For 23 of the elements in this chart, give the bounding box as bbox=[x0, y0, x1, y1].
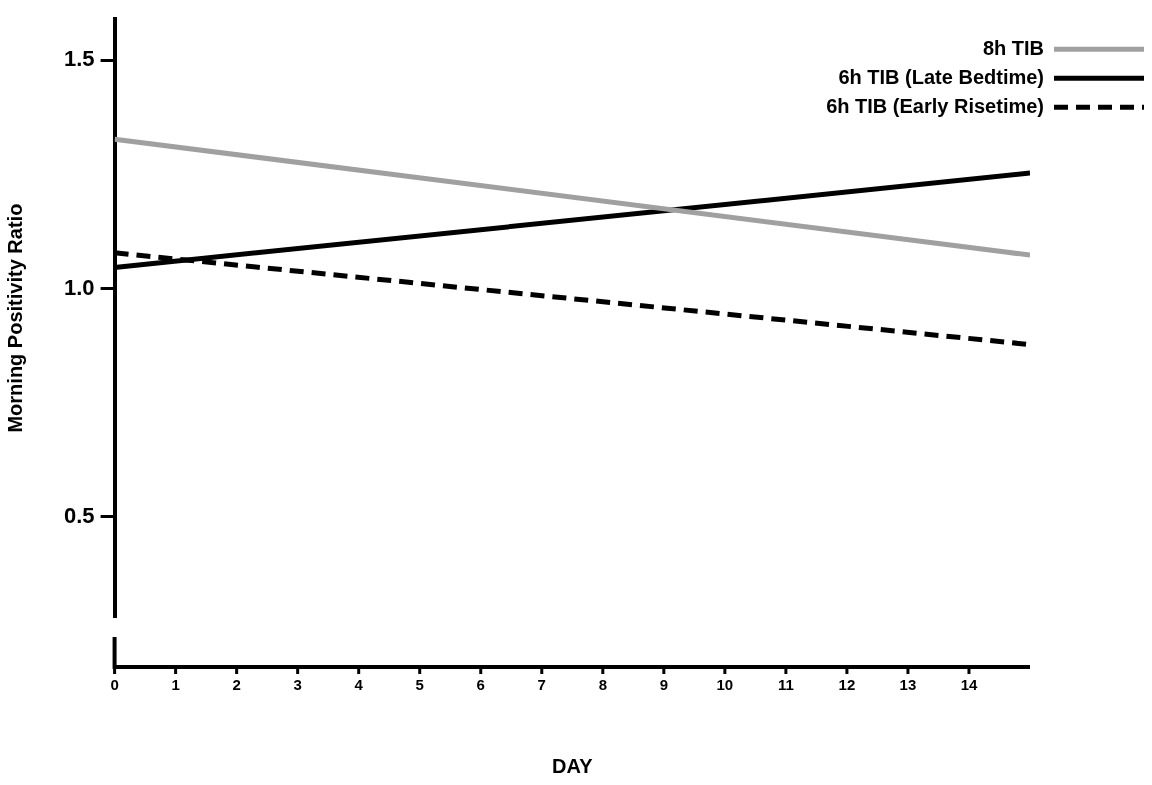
x-tick-label: 7 bbox=[537, 676, 546, 694]
x-tick-label: 12 bbox=[838, 676, 856, 694]
x-tick-label: 3 bbox=[293, 676, 302, 694]
x-tick-label: 0 bbox=[110, 676, 119, 694]
legend-label: 6h TIB (Early Risetime) bbox=[826, 94, 1044, 117]
x-tick-label: 8 bbox=[598, 676, 607, 694]
x-tick-label: 10 bbox=[716, 676, 734, 694]
x-tick-label: 9 bbox=[659, 676, 669, 694]
x-tick-label: 11 bbox=[777, 676, 794, 694]
x-axis-title: DAY bbox=[552, 754, 594, 777]
legend-label: 6h TIB (Late Bedtime) bbox=[838, 65, 1044, 88]
x-tick-label: 2 bbox=[232, 676, 241, 694]
x-tick-label: 14 bbox=[960, 676, 978, 694]
x-tick-label: 5 bbox=[415, 676, 424, 694]
x-tick-label: 4 bbox=[354, 676, 364, 694]
y-tick-label: 1.5 bbox=[63, 46, 95, 72]
y-tick-label: 1.0 bbox=[63, 274, 95, 300]
legend-label: 8h TIB bbox=[982, 36, 1044, 59]
x-tick-label: 6 bbox=[476, 676, 485, 694]
y-axis-title: Morning Positivity Ratio bbox=[3, 203, 26, 433]
x-tick-label: 13 bbox=[899, 676, 917, 694]
x-tick-label: 1 bbox=[171, 676, 180, 694]
y-tick-label: 0.5 bbox=[63, 502, 95, 528]
